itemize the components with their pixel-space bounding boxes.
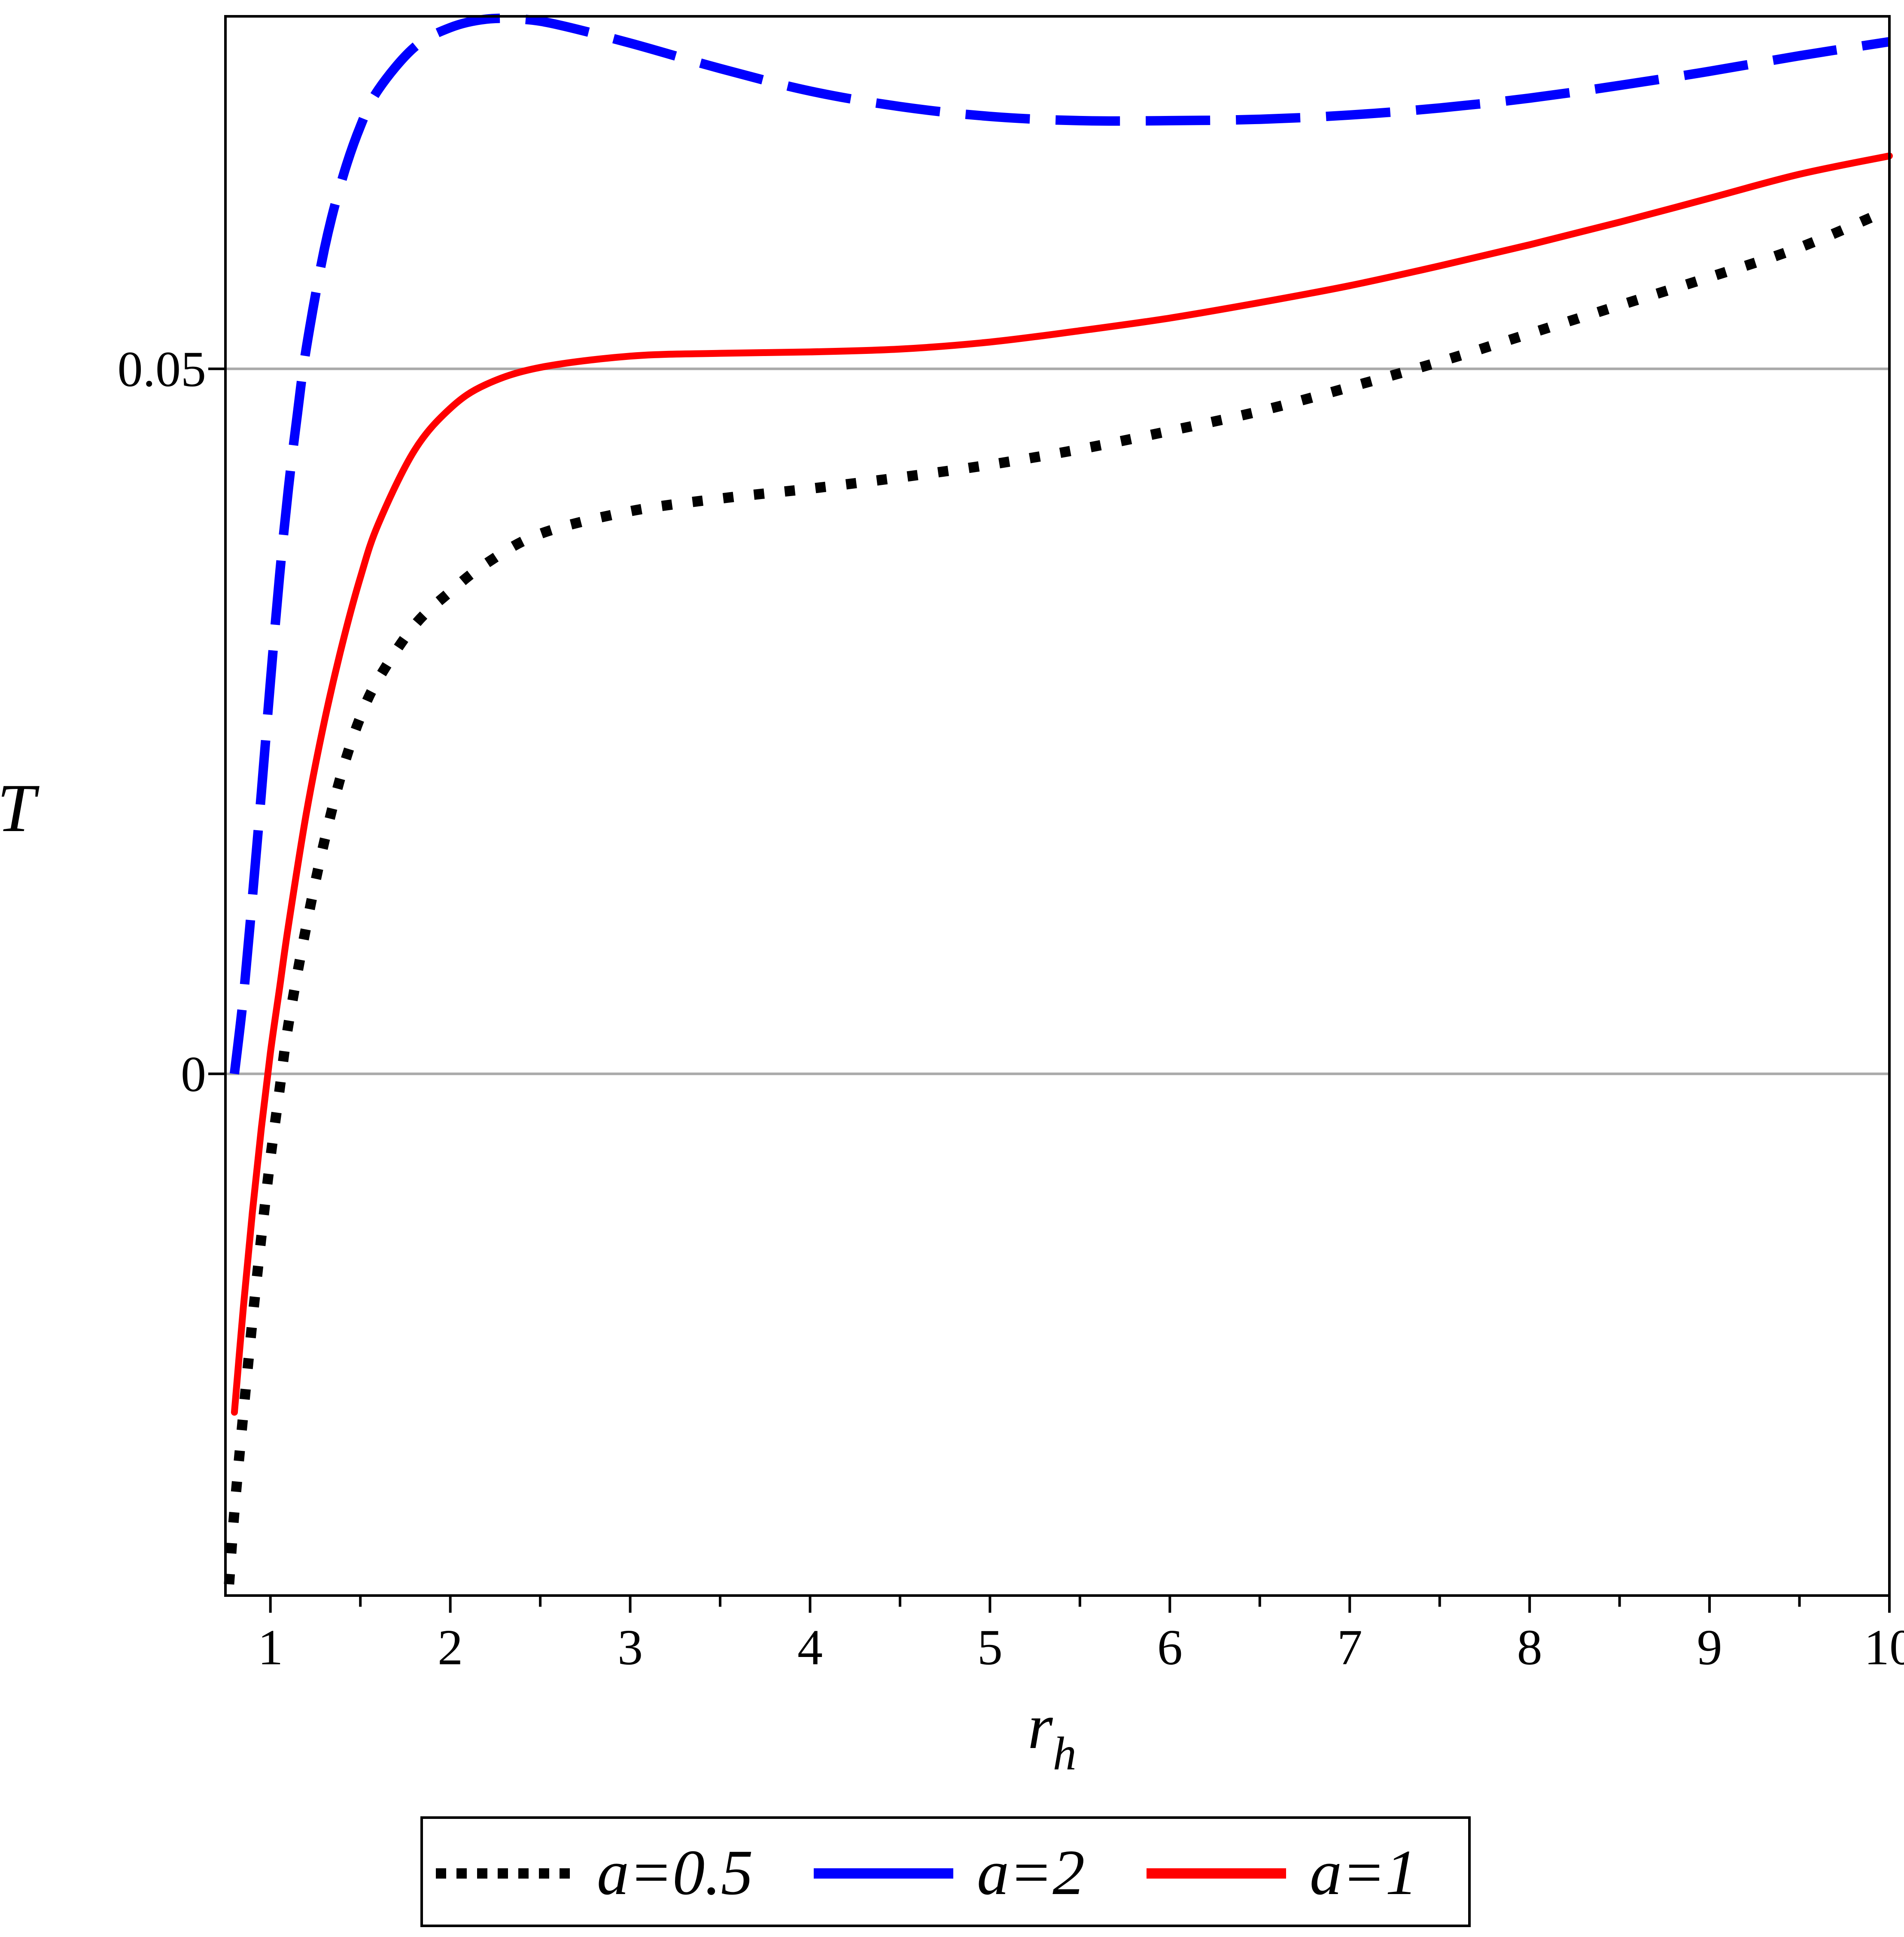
x-tick-label: 9 (1697, 1619, 1722, 1675)
x-axis-ticks: 1 2 3 4 5 6 7 8 9 10 (258, 1596, 1904, 1675)
legend-label-a05: a=0.5 (597, 1837, 753, 1908)
legend-label-a1: a=1 (1310, 1837, 1417, 1908)
gridlines (225, 367, 1889, 1075)
x-tick-label: 3 (617, 1619, 643, 1675)
x-tick-label: 10 (1864, 1619, 1904, 1675)
x-axis-title-subscript: h (1053, 1727, 1077, 1780)
legend: a=0.5 a=2 a=1 (420, 1816, 1471, 1927)
series-line-a-2 (229, 13, 1890, 1075)
series-line-a-1 (231, 152, 1893, 1416)
x-tick-label: 2 (438, 1619, 463, 1675)
y-axis-title: T (0, 770, 40, 846)
x-tick-label: 6 (1157, 1619, 1183, 1675)
x-tick-label: 5 (977, 1619, 1003, 1675)
x-tick-label: 8 (1517, 1619, 1542, 1675)
y-axis-ticks: 00.05 (118, 341, 225, 1102)
legend-label-a2: a=2 (977, 1837, 1085, 1908)
y-tick-label: 0 (181, 1046, 206, 1102)
x-axis-title-main: r (1028, 1691, 1053, 1762)
y-tick-label: 0.05 (118, 341, 207, 397)
x-axis-title: rh (1028, 1691, 1076, 1780)
plot-series (224, 13, 1893, 1585)
series-line-a-0-5 (224, 204, 1892, 1585)
x-tick-label: 4 (797, 1619, 823, 1675)
x-tick-label: 7 (1337, 1619, 1363, 1675)
plot-frame (224, 15, 1891, 1597)
x-tick-label: 1 (258, 1619, 283, 1675)
